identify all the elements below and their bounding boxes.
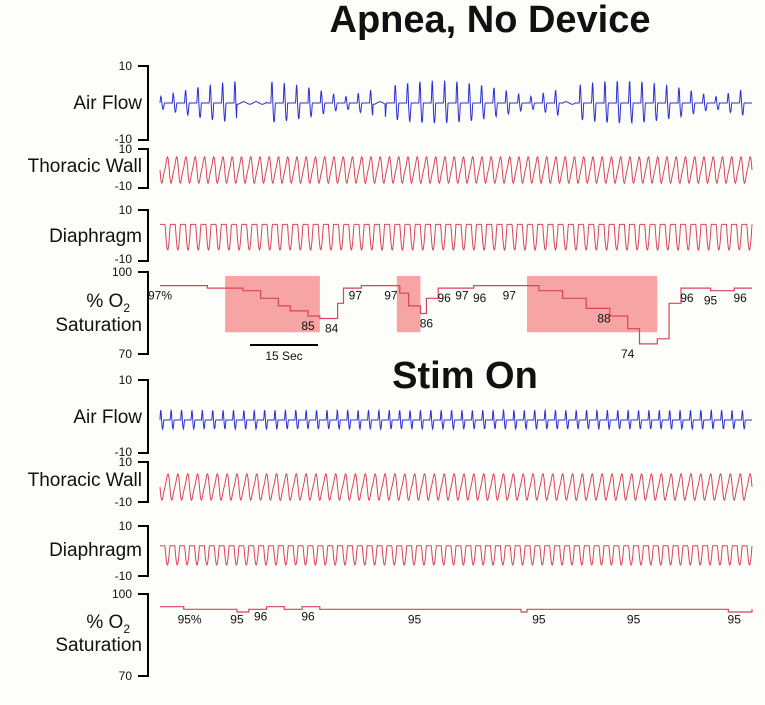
tick-label: -10 [115,179,133,193]
airflow-label: Air Flow [73,93,142,114]
thoracic-label: Thoracic Wall [28,156,142,177]
tick-label: 70 [119,347,133,361]
tick-label: -10 [115,569,133,583]
airflow-trace [159,408,752,431]
tick-label: 10 [119,203,133,217]
spo2-value-label: 97% [148,289,172,303]
tick-label: 10 [119,519,133,533]
tick-label: -10 [115,495,133,509]
spo2-trace [160,285,752,345]
spo2-label-2: Saturation [55,315,142,336]
spo2-label: % O2 [86,612,130,636]
spo2-value-label: 95 [230,612,244,626]
tick-label: 10 [119,142,133,156]
tick-label: 70 [119,669,133,683]
spo2-value-label: 96 [301,610,315,624]
spo2-value-label: 84 [325,322,339,336]
thoracic-trace [159,155,753,185]
axis-bracket [138,461,149,503]
tick-label: 100 [112,265,132,279]
scale-bar-label: 15 Sec [265,349,302,363]
axis-bracket [138,271,149,355]
spo2-value-label: 97 [384,289,398,303]
airflow-trace [159,80,752,125]
tick-label: 10 [119,455,133,469]
tick-label: 100 [112,587,132,601]
spo2-value-label: 85 [301,319,315,333]
spo2-value-label: 97 [503,289,517,303]
spo2-value-label: 96 [733,291,747,305]
diaphragm-trace [160,223,753,252]
diaphragm-label: Diaphragm [49,226,142,247]
axis-bracket [138,379,149,454]
tick-label: 10 [119,373,133,387]
spo2-value-label: 95 [728,612,742,626]
diaphragm-trace [160,545,753,566]
spo2-value-label: 95 [627,612,641,626]
spo2-value-label: 96 [680,291,694,305]
axis-bracket [138,209,149,262]
airflow-label: Air Flow [73,407,142,428]
spo2-value-label: 86 [420,316,434,330]
spo2-value-label: 96 [254,610,268,624]
axis-bracket [138,525,149,577]
spo2-value-label: 96 [437,291,451,305]
tick-label: 10 [119,59,133,73]
spo2-trace [160,606,753,613]
diaphragm-label: Diaphragm [49,540,142,561]
tick-label: -10 [115,252,133,266]
spo2-value-label: 97 [455,289,469,303]
spo2-value-label: 95 [408,612,422,626]
desaturation-box [527,276,658,333]
panel-title-stim: Stim On [392,355,538,397]
desaturation-box [225,276,320,333]
spo2-value-label: 88 [597,311,611,325]
spo2-label-2: Saturation [55,635,142,656]
spo2-value-label: 96 [473,291,487,305]
spo2-value-label: 95% [178,612,202,626]
tick-label: -10 [115,445,133,459]
spo2-label: % O2 [86,291,130,315]
thoracic-label: Thoracic Wall [28,470,142,491]
axis-bracket [138,148,149,189]
spo2-value-label: 95 [532,612,546,626]
spo2-value-label: 97 [349,289,363,303]
axis-bracket [138,65,149,141]
spo2-value-label: 95 [704,294,718,308]
tick-label: -10 [115,132,133,146]
axis-bracket [138,593,149,677]
panel-title-apnea: Apnea, No Device [330,0,651,41]
spo2-value-label: 74 [621,347,635,361]
thoracic-trace [159,472,753,502]
